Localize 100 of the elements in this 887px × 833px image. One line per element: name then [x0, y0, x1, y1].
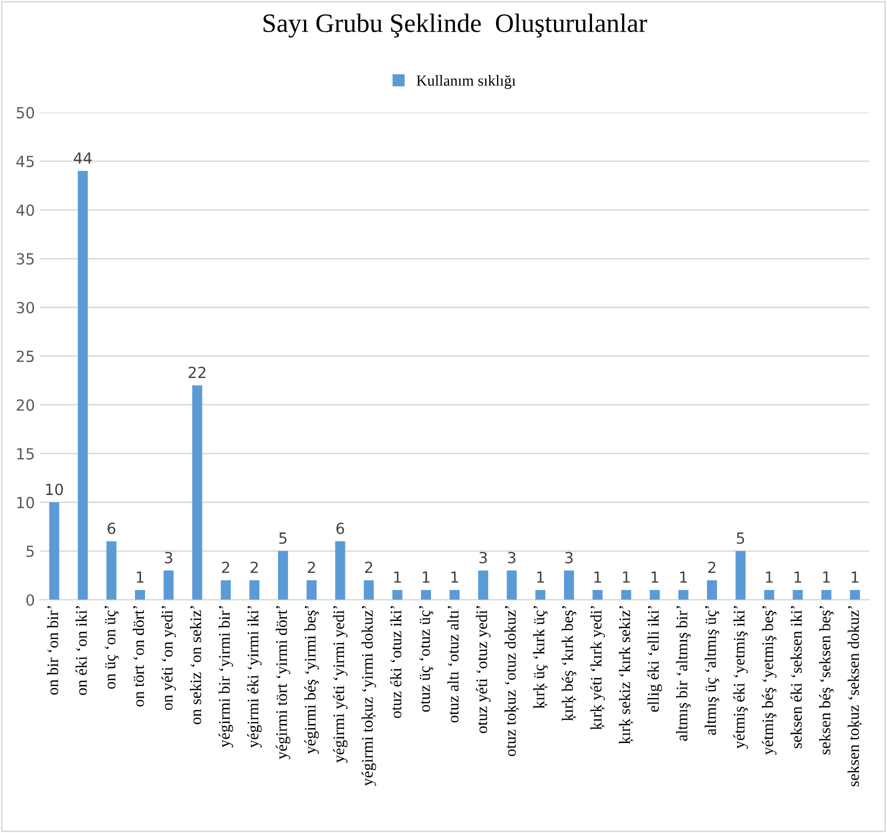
bar — [450, 590, 460, 600]
x-tick-label: ķırķ üç ‘kırk üç’ — [533, 606, 548, 709]
data-label: 2 — [222, 562, 230, 573]
x-tick-label: on sekiz ‘on sekiz’ — [190, 606, 202, 724]
data-label: 3 — [164, 552, 172, 564]
y-tick-label: 10 — [17, 496, 34, 508]
x-tick-label: seksen béş ‘seksen beş’ — [819, 606, 834, 754]
bar — [592, 590, 603, 600]
data-label: 1 — [680, 572, 687, 583]
bar — [164, 570, 174, 600]
y-tick-label: 5 — [26, 546, 34, 558]
x-tick-label: yétmiş béş ‘yetmiş beş’ — [762, 606, 776, 755]
bar — [850, 590, 860, 600]
x-tick-label: otuz üç ‘otuz üç’ — [419, 606, 434, 712]
x-tick-label: yégirmi éki ‘yirmi iki’ — [247, 606, 262, 748]
data-label: 44 — [74, 152, 92, 164]
data-label: 2 — [365, 562, 372, 573]
bar — [506, 570, 517, 600]
x-tick-label: otuz yéti ‘otuz yedi’ — [476, 606, 490, 734]
x-tick-label: seksen éki ‘seksen iki’ — [790, 606, 802, 748]
bar — [621, 590, 632, 600]
data-label: 2 — [308, 562, 315, 573]
data-label: 1 — [766, 572, 773, 583]
x-tick-label: altmış üç ‘altmış üç’ — [704, 606, 720, 735]
data-label: 3 — [565, 552, 573, 564]
x-tick-label: yégirmi tört ‘yirmi dört’ — [276, 606, 290, 760]
x-tick-label: ķırķ béş ‘kırk beş’ — [562, 606, 576, 721]
data-label: 1 — [652, 572, 658, 583]
x-tick-label: on tört ‘on dört’ — [132, 606, 144, 706]
bar — [78, 170, 88, 600]
bar — [821, 590, 832, 600]
bar — [278, 551, 288, 600]
y-tick-label: 50 — [16, 106, 34, 118]
data-label: 1 — [823, 572, 830, 583]
x-tick-label: yégirmi toķuz ‘yirmi dokuz’ — [362, 606, 376, 786]
data-label: 22 — [188, 366, 206, 378]
bar — [335, 541, 346, 600]
bar — [764, 590, 774, 600]
bar — [564, 570, 574, 600]
data-label: 1 — [422, 572, 430, 583]
data-label: 1 — [852, 572, 858, 583]
y-tick-label: 0 — [26, 594, 34, 606]
data-label: 1 — [594, 572, 602, 583]
x-tick-label: ellig éki ‘elli iki’ — [648, 606, 662, 712]
y-tick-label: 45 — [16, 156, 34, 168]
x-tick-label: ķırķ sekiz ‘kırk sekiz’ — [618, 606, 634, 744]
data-label: 1 — [136, 572, 144, 583]
bar — [736, 551, 746, 600]
x-tick-label: on yéti ‘on yedi’ — [161, 606, 176, 710]
data-label: 1 — [622, 572, 630, 583]
x-tick-label: altmış bir ‘altmış bir’ — [676, 606, 691, 741]
x-tick-label: on bir ‘on bir’ — [46, 606, 58, 695]
bar — [220, 580, 231, 600]
data-label: 2 — [250, 562, 258, 573]
bar — [420, 590, 431, 600]
x-tick-label: otuz éki ‘otuz iki’ — [390, 606, 402, 718]
bar — [192, 385, 202, 600]
x-tick-label: yégirmi yéti ‘yirmi yedi’ — [332, 606, 348, 763]
x-tick-label: seksen toķuz ‘seksen dokuz’ — [848, 606, 862, 786]
bar — [678, 590, 688, 600]
y-tick-label: 30 — [16, 302, 34, 314]
x-tick-label: otuz altı ‘otuz altı’ — [447, 606, 459, 722]
x-tick-label: otuz toķuz ‘otuz dokuz’ — [504, 606, 520, 756]
data-label: 3 — [508, 552, 516, 564]
bar — [792, 590, 803, 600]
data-label: 1 — [794, 572, 802, 583]
data-label: 2 — [708, 562, 716, 573]
y-tick-label: 35 — [16, 253, 34, 265]
data-label: 5 — [279, 532, 287, 544]
bar — [535, 590, 546, 600]
data-label: 5 — [736, 532, 744, 544]
data-label: 1 — [394, 572, 401, 583]
chart-title: Sayı Grubu Şeklinde Oluşturulanlar — [264, 14, 648, 38]
data-label: 1 — [537, 572, 544, 583]
x-tick-label: yégirmi béş ‘yirmi beş’ — [304, 606, 319, 754]
bar — [478, 570, 488, 600]
data-label: 3 — [479, 552, 487, 564]
y-tick-label: 40 — [16, 204, 34, 216]
bar — [306, 580, 317, 600]
legend-label: Kullanım sıklığı — [416, 75, 516, 89]
x-tick-label: on üç ‘on üç’ — [104, 606, 119, 689]
bar — [49, 502, 60, 600]
data-label: 6 — [336, 522, 344, 534]
bar — [364, 580, 374, 600]
x-tick-label: yétmiş éki ‘yetmiş iki’ — [733, 606, 748, 749]
bar — [106, 541, 116, 600]
bar — [135, 590, 146, 600]
data-label: 6 — [108, 522, 116, 534]
bar — [392, 590, 402, 600]
bar — [249, 580, 260, 600]
x-tick-label: on éki ‘on iki’ — [76, 606, 87, 695]
y-tick-label: 25 — [16, 350, 34, 362]
bar — [706, 580, 717, 600]
data-label: 10 — [46, 484, 63, 496]
x-tick-label: yégirmi bir ‘yirmi bir’ — [218, 606, 234, 748]
y-tick-label: 20 — [16, 399, 34, 411]
bar — [650, 590, 660, 600]
data-label: 1 — [451, 572, 458, 583]
x-tick-label: ķırķ yéti ‘kırk yedi’ — [590, 606, 605, 730]
y-tick-label: 15 — [17, 448, 34, 460]
